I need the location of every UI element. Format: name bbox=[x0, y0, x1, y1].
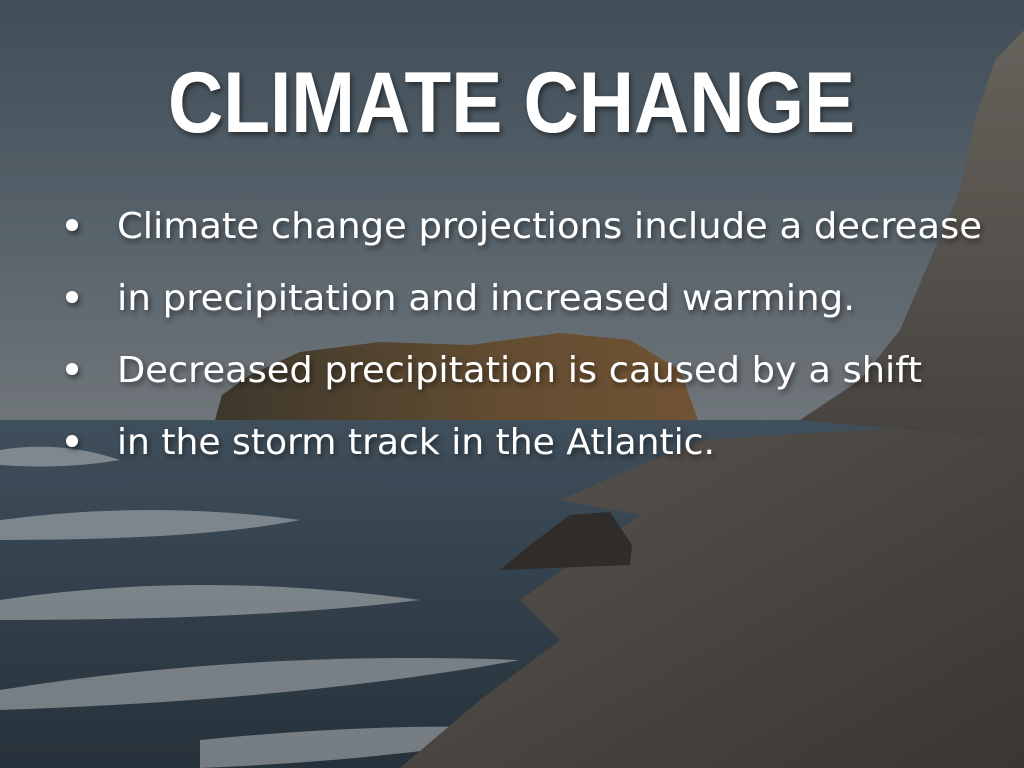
bullet-text: Decreased precipitation is caused by a s… bbox=[117, 350, 922, 391]
bullet-text: in the storm track in the Atlantic. bbox=[117, 422, 715, 463]
bullet-text: Climate change projections include a dec… bbox=[117, 206, 982, 247]
bullet-list: Climate change projections include a dec… bbox=[66, 206, 982, 463]
bullet-dot bbox=[66, 291, 78, 303]
slide-title: CLIMATE CHANGE bbox=[168, 55, 855, 151]
bullet-dot bbox=[66, 435, 78, 447]
bullet-text: in precipitation and increased warming. bbox=[117, 278, 855, 319]
bullet-dot bbox=[66, 363, 78, 375]
bullet-dot bbox=[66, 219, 78, 231]
